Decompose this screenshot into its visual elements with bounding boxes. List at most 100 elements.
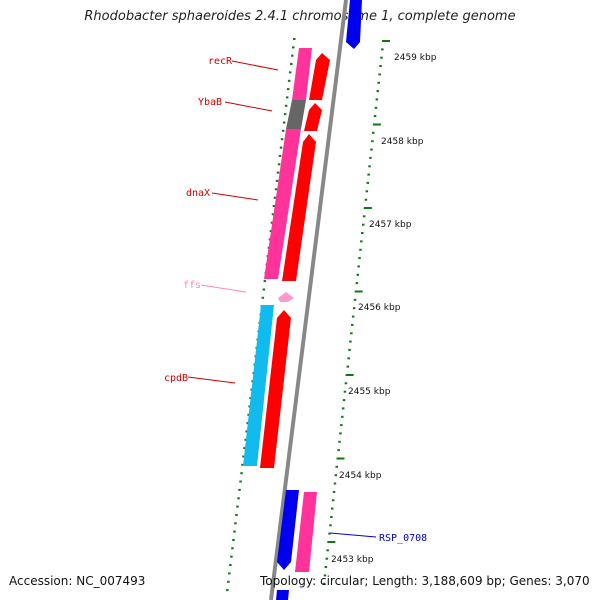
tick-mark <box>292 46 295 49</box>
tick-mark <box>284 104 288 107</box>
tick-mark <box>366 181 369 184</box>
gene-YbaB-cds[interactable] <box>286 100 306 129</box>
gene-reverse-top[interactable] <box>346 0 362 49</box>
tick-mark <box>277 163 281 166</box>
tick-mark <box>275 179 279 182</box>
tick-mark <box>331 507 334 510</box>
tick-mark <box>272 205 276 207</box>
tick-mark <box>293 38 296 40</box>
gene-label-dnaX[interactable]: dnaX <box>186 188 210 199</box>
tick-mark <box>247 413 250 416</box>
label-leader-ffs <box>200 284 247 293</box>
scale-label: 2459 kbp <box>394 53 437 63</box>
tick-mark <box>227 580 230 583</box>
tick-mark <box>326 549 329 552</box>
tick-mark <box>283 113 287 116</box>
tick-mark <box>288 71 292 74</box>
tick-mark <box>248 405 251 408</box>
tick-mark <box>281 129 285 132</box>
tick-mark <box>359 248 362 251</box>
tick-mark <box>379 65 382 67</box>
scale-label: 2454 kbp <box>339 471 382 481</box>
tick-mark <box>335 465 338 468</box>
tick-mark <box>291 54 294 57</box>
gene-dnaX-forward[interactable] <box>282 134 316 281</box>
gene-label-recR[interactable]: recR <box>208 56 233 67</box>
gene-cpdB-forward[interactable] <box>260 310 291 468</box>
tick-mark <box>349 340 352 343</box>
gene-cpdB-cds[interactable] <box>243 305 274 466</box>
tick-mark <box>279 146 283 149</box>
tick-mark <box>242 455 245 458</box>
tick-mark <box>236 505 239 508</box>
tick-mark <box>285 96 289 99</box>
tick-mark <box>229 564 232 566</box>
tick-mark <box>378 73 381 76</box>
scale-label: 2456 kbp <box>358 303 401 313</box>
tick-mark <box>357 265 360 268</box>
tick-mark <box>228 572 231 575</box>
tick-mark <box>348 348 351 351</box>
tick-mark <box>334 474 338 477</box>
tick-mark <box>280 138 284 141</box>
gene-reverse-bottom[interactable] <box>276 590 289 600</box>
tick-mark <box>358 257 361 260</box>
scale-label: 2458 kbp <box>381 137 424 147</box>
gene-dnaX-cds[interactable] <box>264 129 301 279</box>
label-leader-YbaB <box>224 101 273 112</box>
gene-recR-cds[interactable] <box>292 48 312 100</box>
tick-mark <box>261 296 265 299</box>
tick-mark <box>333 482 337 485</box>
tick-mark <box>340 424 343 427</box>
tick-mark <box>240 472 243 475</box>
gene-recR-forward[interactable] <box>309 53 330 100</box>
gene-RSP_0708-cds[interactable] <box>295 492 317 572</box>
tick-mark <box>230 555 233 558</box>
tick-mark <box>263 280 267 283</box>
tick-mark <box>226 589 229 592</box>
tick-mark <box>245 430 248 433</box>
gene-reverse-blue[interactable] <box>277 490 299 570</box>
tick-mark <box>329 524 332 527</box>
tick-mark <box>270 221 274 224</box>
gene-YbaB-forward[interactable] <box>304 103 322 131</box>
gene-ffs-rna[interactable] <box>278 292 294 302</box>
tick-mark <box>246 422 249 425</box>
tick-mark <box>342 399 346 402</box>
tick-mark <box>332 490 336 493</box>
tick-mark <box>362 223 365 226</box>
gene-label-ffs[interactable]: ffs <box>183 280 201 291</box>
tick-mark <box>243 447 246 450</box>
tick-mark <box>361 232 364 234</box>
tick-mark <box>380 56 383 59</box>
tick-mark <box>271 213 275 216</box>
tick-mark <box>276 171 280 174</box>
label-leader-dnaX <box>211 192 259 201</box>
tick-mark <box>350 332 353 335</box>
tick-mark <box>330 516 333 518</box>
gene-label-RSP_0708[interactable]: RSP_0708 <box>379 533 427 544</box>
label-leader-recR <box>231 60 279 71</box>
tick-mark <box>235 514 238 516</box>
tick-mark <box>290 63 293 65</box>
tick-mark <box>232 539 235 541</box>
tick-mark <box>286 88 290 91</box>
tick-mark <box>338 440 341 443</box>
gene-label-YbaB[interactable]: YbaB <box>198 97 222 108</box>
gene-label-cpdB[interactable]: cpdB <box>164 373 188 384</box>
tick-mark <box>341 415 344 418</box>
tick-mark <box>273 196 277 199</box>
tick-mark <box>356 273 359 276</box>
tick-mark <box>325 557 328 560</box>
tick-mark <box>244 438 247 441</box>
tick-mark <box>323 574 327 577</box>
tick-mark <box>372 123 381 126</box>
tick-mark <box>369 156 372 159</box>
tick-mark <box>367 173 370 176</box>
tick-mark <box>368 165 371 168</box>
tick-mark <box>237 497 240 500</box>
tick-mark <box>337 449 340 452</box>
tick-mark <box>351 323 354 326</box>
tick-mark <box>328 532 331 535</box>
topology-text: Topology: circular; Length: 3,188,609 bp… <box>260 574 590 588</box>
